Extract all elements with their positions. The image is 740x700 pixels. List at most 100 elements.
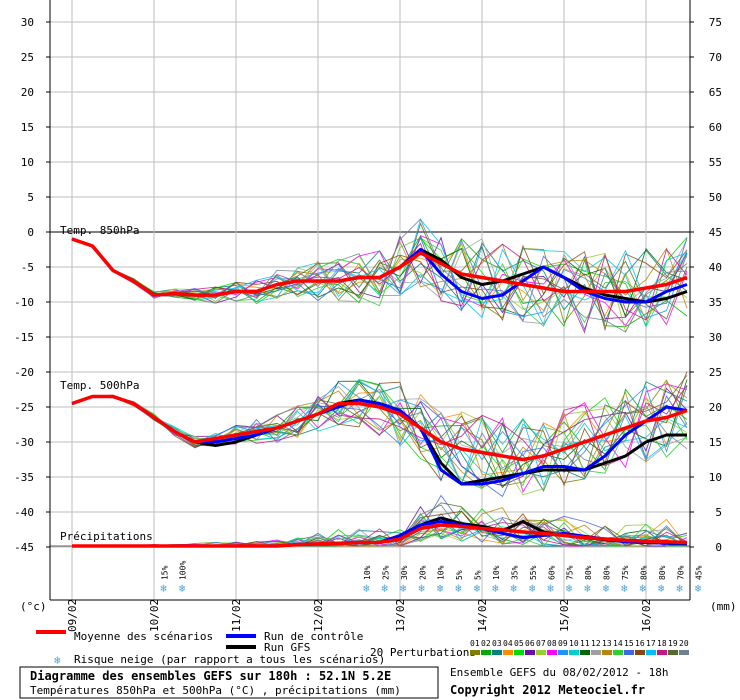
perturbation-id-label: 12	[591, 639, 601, 648]
right-tick-label: 75	[709, 16, 722, 29]
snow-flake-icon: ❄	[160, 582, 167, 595]
date-label: 14/02	[476, 599, 489, 632]
right-axis-label: (mm)	[710, 600, 737, 613]
date-label: 10/02	[148, 599, 161, 632]
snow-risk-label: 10%	[363, 565, 372, 580]
legend-snow-label: Risque neige (par rapport a tous les scé…	[74, 653, 385, 666]
snow-flake-icon: ❄	[418, 582, 425, 595]
snow-risk-label: 30%	[400, 565, 409, 580]
snow-flake-icon: ❄	[54, 654, 61, 667]
snow-risk-label: 60%	[547, 565, 556, 580]
snow-risk-label: 10%	[492, 565, 501, 580]
right-tick-label: 10	[709, 471, 722, 484]
right-tick-label: 65	[709, 86, 722, 99]
snow-risk-label: 5%	[455, 570, 464, 580]
perturbation-swatch	[613, 650, 623, 655]
mean-precip-line	[72, 523, 688, 548]
copyright: Copyright 2012 Meteociel.fr	[450, 683, 645, 697]
perturbation-swatch	[492, 650, 502, 655]
date-label: 12/02	[312, 599, 325, 632]
left-tick-label: -20	[14, 366, 34, 379]
perturbation-id-label: 02	[481, 639, 491, 648]
snow-flake-icon: ❄	[179, 582, 186, 595]
snow-risk-label: 5%	[474, 570, 483, 580]
perturbation-id-label: 18	[657, 639, 667, 648]
right-tick-label: 55	[709, 156, 722, 169]
left-tick-label: 10	[21, 156, 34, 169]
left-tick-label: 30	[21, 16, 34, 29]
left-tick-label: -45	[14, 541, 34, 554]
perturbation-lines	[71, 218, 688, 547]
perturbations-label: 20 Perturbations	[370, 646, 476, 659]
snow-flake-icon: ❄	[400, 582, 407, 595]
perturbation-id-label: 16	[635, 639, 645, 648]
section-label-precip: Précipitations	[60, 530, 153, 543]
snow-flake-icon: ❄	[547, 582, 554, 595]
right-tick-label: 50	[709, 191, 722, 204]
snow-risk-label: 100%	[179, 561, 188, 580]
left-tick-label: -10	[14, 296, 34, 309]
snow-risk-label: 80%	[603, 565, 612, 580]
section-label-t850: Temp. 850hPa	[60, 224, 139, 237]
left-tick-label: -40	[14, 506, 34, 519]
perturbation-swatch	[646, 650, 656, 655]
right-tick-label: 20	[709, 401, 722, 414]
snow-flake-icon: ❄	[603, 582, 610, 595]
perturbation-id-label: 14	[613, 639, 623, 648]
perturbation-10-t850	[71, 238, 688, 328]
date-label: 16/02	[640, 599, 653, 632]
snow-risk-label: 25%	[381, 565, 390, 580]
snow-flake-icon: ❄	[437, 582, 444, 595]
chart-labels: Temp. 850hPa Temp. 500hPa Précipitations…	[20, 224, 737, 613]
left-tick-label: 20	[21, 86, 34, 99]
snow-flake-icon: ❄	[455, 582, 462, 595]
snow-risk-label: 75%	[621, 565, 630, 580]
left-tick-label: 15	[21, 121, 34, 134]
chart-axes: 302520151050-5-10-15-20-25-30-35-40-4575…	[14, 0, 722, 601]
perturbation-08-t500	[71, 383, 688, 494]
mean-t850-line	[71, 237, 688, 297]
snow-risk-label: 70%	[676, 565, 685, 580]
snow-risk-label: 10%	[437, 565, 446, 580]
left-tick-label: -30	[14, 436, 34, 449]
perturbation-swatch	[470, 650, 480, 655]
perturbation-id-label: 08	[547, 639, 557, 648]
snow-risk-label: 35%	[510, 565, 519, 580]
perturbation-swatch	[635, 650, 645, 655]
left-tick-label: 25	[21, 51, 34, 64]
perturbation-14-precip	[72, 507, 687, 547]
snow-flake-icon: ❄	[566, 582, 573, 595]
snow-flake-icon: ❄	[381, 582, 388, 595]
perturbation-swatch	[481, 650, 491, 655]
legend: Moyenne des scénarios Run de contrôle Ru…	[36, 630, 689, 667]
perturbation-swatch	[547, 650, 557, 655]
snow-risk-label: 80%	[658, 565, 667, 580]
chart-title: Diagramme des ensembles GEFS sur 180h : …	[30, 669, 391, 683]
mean-t500-line	[71, 394, 688, 462]
snow-risk-label: 55%	[529, 565, 538, 580]
perturbation-id-label: 09	[558, 639, 568, 648]
snow-flake-icon: ❄	[363, 582, 370, 595]
run-info: Ensemble GEFS du 08/02/2012 - 18h	[450, 666, 669, 679]
right-tick-label: 70	[709, 51, 722, 64]
perturbation-swatch	[503, 650, 513, 655]
perturbation-swatch	[657, 650, 667, 655]
snow-flake-icon: ❄	[529, 582, 536, 595]
perturbation-swatch	[580, 650, 590, 655]
legend-control-label: Run de contrôle	[264, 630, 363, 643]
snow-flake-icon: ❄	[676, 582, 683, 595]
perturbation-id-label: 04	[503, 639, 513, 648]
right-tick-label: 0	[715, 541, 722, 554]
chart-grid	[50, 0, 690, 600]
perturbation-id-label: 07	[536, 639, 546, 648]
perturbation-id-label: 17	[646, 639, 656, 648]
perturbation-swatch	[668, 650, 678, 655]
perturbation-swatch	[536, 650, 546, 655]
perturbation-swatch	[514, 650, 524, 655]
left-tick-label: -5	[21, 261, 34, 274]
perturbation-id-label: 20	[679, 639, 689, 648]
snow-flake-icon: ❄	[658, 582, 665, 595]
perturbation-swatch	[602, 650, 612, 655]
perturbation-id-label: 01	[470, 639, 480, 648]
left-tick-label: -25	[14, 401, 34, 414]
